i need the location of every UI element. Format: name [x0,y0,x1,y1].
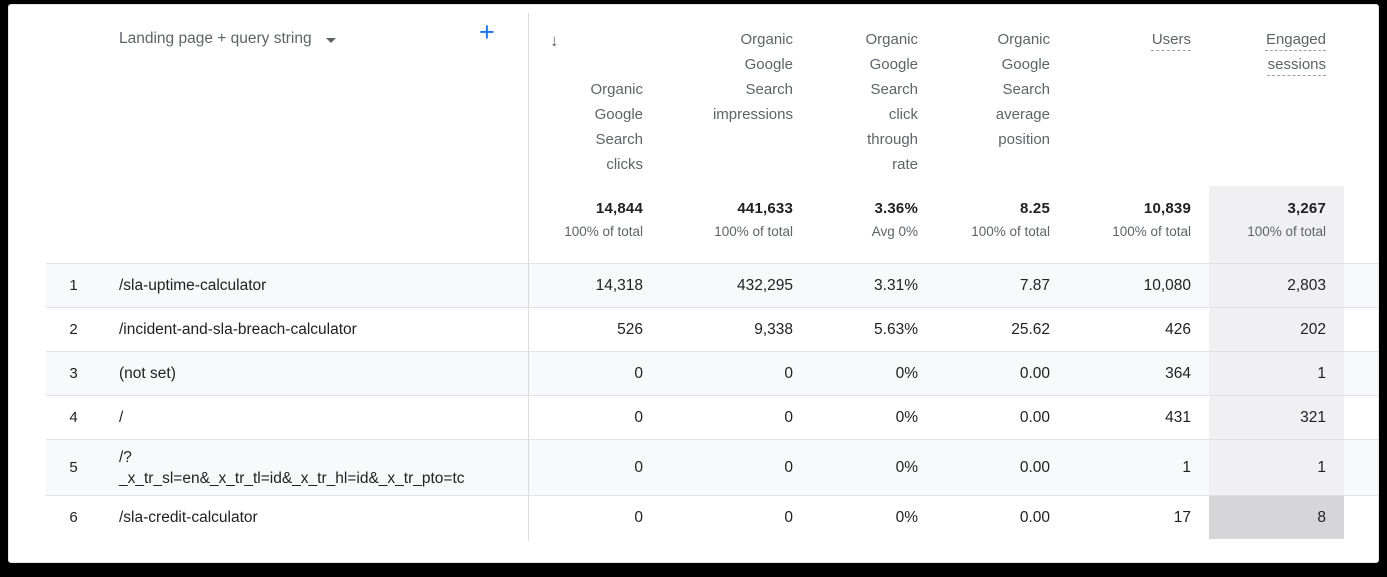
total-engaged-sessions: 3,267 100% of total [1209,186,1344,263]
impressions-cell: 0 [784,408,793,426]
column-header-users[interactable]: Users [1151,31,1191,48]
landing-page-cell: /sla-uptime-calculator [119,277,267,294]
table-row: 6 /sla-credit-calculator 0 0 0% 0.00 17 … [46,495,1378,539]
table-row: 5 /? _x_tr_sl=en&_x_tr_tl=id&_x_tr_hl=id… [46,439,1378,495]
users-cell: 1 [1182,458,1191,476]
row-spacer-right [1344,264,1361,307]
table-row: 4 / 0 0 0% 0.00 431 321 [46,395,1378,439]
sort-descending-icon[interactable]: ↓ [550,31,559,50]
row-index: 2 [69,321,78,338]
dimension-selector[interactable]: Landing page + query string [119,30,336,48]
ctr-cell: 3.31% [874,276,918,294]
engaged-sessions-cell: 202 [1209,308,1344,351]
row-spacer-right [1344,352,1361,395]
header-spacer-right [1344,5,1361,177]
column-header-label: Organic Google Search clicks [590,81,643,173]
ctr-cell: 0% [895,508,918,526]
total-users: 10,839 100% of total [1112,200,1191,239]
users-cell: 431 [1165,408,1191,426]
clicks-cell: 14,318 [595,276,643,294]
total-avg-position: 8.25 100% of total [971,200,1050,239]
chevron-down-icon [325,37,336,43]
totals-row: 14,844 100% of total 441,633 100% of total… [46,186,1378,263]
clicks-cell: 0 [634,508,643,526]
clicks-cell: 0 [634,364,643,382]
avg-position-cell: 7.87 [1019,276,1050,294]
impressions-cell: 9,338 [754,320,793,338]
avg-position-cell: 0.00 [1019,508,1050,526]
impressions-cell: 0 [784,508,793,526]
row-spacer-right [1344,396,1361,439]
dimension-label: Landing page + query string [119,30,312,47]
totals-spacer-right [1344,186,1361,263]
clicks-cell: 526 [617,320,643,338]
avg-position-cell: 25.62 [1011,320,1050,338]
total-ctr: 3.36% Avg 0% [871,200,918,239]
impressions-cell: 432,295 [736,276,793,294]
landing-page-cell: /sla-credit-calculator [119,509,258,526]
column-header-impressions[interactable]: Organic Google Search impressions [712,31,793,123]
row-spacer-right [1344,496,1361,539]
avg-position-cell: 0.00 [1019,364,1050,382]
total-impressions: 441,633 100% of total [714,200,793,239]
ctr-cell: 0% [895,458,918,476]
column-header-engaged-sessions[interactable]: Engaged sessions [1265,31,1326,73]
users-cell: 10,080 [1143,276,1191,294]
clicks-cell: 0 [634,408,643,426]
analytics-table-card: Landing page + query string + ↓ Organic … [8,4,1379,563]
row-index: 3 [69,365,78,382]
row-spacer-right [1344,440,1361,495]
totals-spacer-dim [101,186,528,263]
avg-position-cell: 0.00 [1019,458,1050,476]
table-row: 1 /sla-uptime-calculator 14,318 432,295 … [46,263,1378,307]
landing-page-cell: (not set) [119,365,176,382]
landing-page-cell: /incident-and-sla-breach-calculator [119,321,357,338]
impressions-cell: 0 [784,458,793,476]
row-index: 1 [69,277,78,294]
landing-page-cell: / [119,409,124,426]
table-header: Landing page + query string + ↓ Organic … [9,5,1378,186]
table-row: 3 (not set) 0 0 0% 0.00 364 1 [46,351,1378,395]
row-index: 5 [69,459,78,476]
engaged-sessions-cell-hovered[interactable]: 8 [1209,496,1344,539]
metric-header-row: ↓ Organic Google Search clicks Organic G… [46,5,1378,177]
engaged-sessions-cell: 321 [1209,396,1344,439]
engaged-sessions-cell: 2,803 [1209,264,1344,307]
column-header-ctr[interactable]: Organic Google Search click through rate [865,31,918,173]
ctr-cell: 5.63% [874,320,918,338]
row-index: 4 [69,409,78,426]
users-cell: 17 [1173,508,1191,526]
add-metric-button[interactable]: + [479,17,495,47]
clicks-cell: 0 [634,458,643,476]
ctr-cell: 0% [895,408,918,426]
header-spacer-num [46,5,101,177]
column-header-avg-position[interactable]: Organic Google Search average position [995,31,1050,148]
row-index: 6 [69,509,78,526]
users-cell: 364 [1165,364,1191,382]
ctr-cell: 0% [895,364,918,382]
row-spacer-right [1344,308,1361,351]
landing-page-cell: /? _x_tr_sl=en&_x_tr_tl=id&_x_tr_hl=id&_… [119,448,465,487]
column-header-clicks[interactable]: ↓ Organic Google Search clicks [528,5,661,177]
engaged-sessions-cell: 1 [1209,352,1344,395]
avg-position-cell: 0.00 [1019,408,1050,426]
impressions-cell: 0 [784,364,793,382]
totals-spacer-num [46,186,101,263]
dimension-metrics-divider [528,13,529,541]
total-clicks: 14,844 100% of total [564,200,643,239]
engaged-sessions-cell: 1 [1209,440,1344,495]
users-cell: 426 [1165,320,1191,338]
table-row: 2 /incident-and-sla-breach-calculator 52… [46,307,1378,351]
